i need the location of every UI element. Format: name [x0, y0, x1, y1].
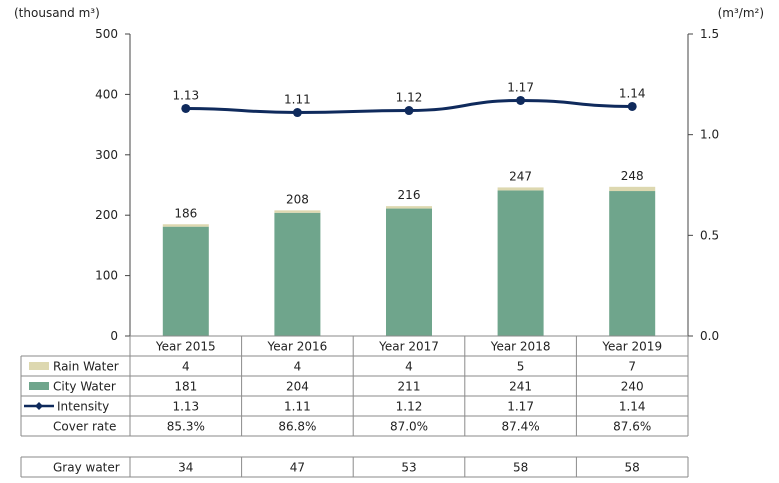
right-tick-label: 0.0: [700, 329, 719, 343]
right-axis-unit: (m³/m²): [718, 6, 764, 20]
table-cell: 1.17: [507, 400, 534, 414]
intensity-point: [404, 106, 414, 116]
row-label: Intensity: [57, 400, 109, 414]
left-axis-unit: (thousand m³): [14, 6, 100, 20]
table-cell: 4: [294, 360, 302, 374]
category-label: Year 2017: [378, 340, 439, 354]
bar-total-label: 248: [621, 169, 644, 183]
rain-water-bar: [609, 186, 656, 192]
table-cell: 1.12: [396, 400, 423, 414]
city-water-bar: [162, 226, 209, 336]
intensity-label: 1.14: [619, 86, 646, 100]
legend-swatch: [29, 382, 49, 390]
gray-water-cell: 47: [290, 461, 305, 475]
table-cell: 211: [398, 380, 421, 394]
left-tick-label: 0: [110, 329, 118, 343]
gray-water-cell: 58: [513, 461, 528, 475]
right-tick-label: 1.5: [700, 27, 719, 41]
table-cell: 1.11: [284, 400, 311, 414]
category-label: Year 2016: [267, 340, 328, 354]
rain-water-bar: [162, 224, 209, 227]
left-tick-label: 300: [95, 148, 118, 162]
table-cell: 5: [517, 360, 525, 374]
table-cell: 1.14: [619, 400, 646, 414]
gray-water-label: Gray water: [53, 461, 120, 475]
right-tick-label: 1.0: [700, 128, 719, 142]
table-cell: 87.6%: [613, 420, 651, 434]
intensity-point: [292, 108, 302, 118]
bar-total-label: 208: [286, 192, 309, 206]
right-tick-label: 0.5: [700, 228, 719, 242]
intensity-point: [516, 95, 526, 105]
rain-water-bar: [497, 187, 544, 191]
intensity-point: [181, 103, 191, 113]
intensity-label: 1.12: [396, 91, 423, 105]
gray-water-cell: 34: [178, 461, 193, 475]
table-cell: 7: [628, 360, 636, 374]
city-water-bar: [274, 212, 321, 336]
intensity-label: 1.11: [284, 93, 311, 107]
intensity-point: [627, 101, 637, 111]
legend-diamond: [35, 402, 43, 410]
bar-total-label: 216: [398, 188, 421, 202]
table-cell: 87.0%: [390, 420, 428, 434]
bar-total-label: 186: [174, 206, 197, 220]
rain-water-bar: [386, 206, 432, 209]
table-cell: 4: [405, 360, 413, 374]
left-tick-label: 400: [95, 87, 118, 101]
bar-total-label: 247: [509, 169, 532, 183]
intensity-label: 1.13: [172, 88, 199, 102]
category-label: Year 2018: [490, 340, 551, 354]
legend-swatch: [29, 362, 49, 370]
intensity-label: 1.17: [507, 80, 534, 94]
city-water-bar: [386, 208, 432, 336]
left-tick-label: 500: [95, 27, 118, 41]
table-cell: 240: [621, 380, 644, 394]
city-water-bar: [609, 191, 656, 336]
category-label: Year 2015: [155, 340, 216, 354]
gray-water-cell: 58: [625, 461, 640, 475]
table-cell: 204: [286, 380, 309, 394]
row-label: City Water: [53, 380, 116, 394]
gray-water-cell: 53: [401, 461, 416, 475]
city-water-bar: [497, 190, 544, 336]
rain-water-bar: [274, 210, 321, 213]
category-label: Year 2019: [601, 340, 662, 354]
table-cell: 1.13: [172, 400, 199, 414]
table-cell: 85.3%: [167, 420, 205, 434]
table-cell: 241: [509, 380, 532, 394]
table-cell: 4: [182, 360, 190, 374]
left-tick-label: 100: [95, 269, 118, 283]
table-cell: 87.4%: [502, 420, 540, 434]
table-cell: 86.8%: [278, 420, 316, 434]
left-tick-label: 200: [95, 208, 118, 222]
row-label: Cover rate: [53, 420, 116, 434]
row-label: Rain Water: [53, 360, 119, 374]
table-cell: 181: [174, 380, 197, 394]
